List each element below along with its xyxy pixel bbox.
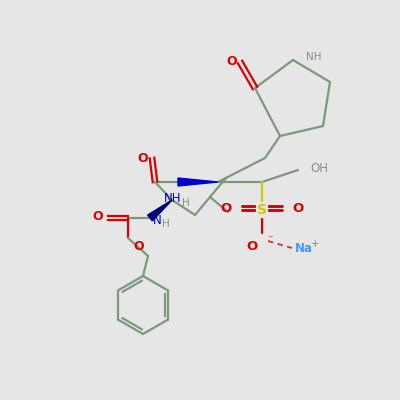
Text: O: O: [221, 202, 232, 214]
Text: O: O: [133, 240, 144, 253]
Text: O: O: [292, 202, 303, 214]
Text: NH: NH: [306, 52, 322, 62]
Text: OH: OH: [310, 162, 328, 174]
Polygon shape: [148, 200, 172, 221]
Polygon shape: [178, 178, 218, 186]
Text: S: S: [257, 203, 267, 217]
Text: O: O: [247, 240, 258, 253]
Text: O: O: [92, 210, 103, 222]
Text: O: O: [226, 55, 237, 68]
Text: H: H: [162, 219, 170, 229]
Text: H: H: [182, 198, 190, 208]
Text: Na: Na: [295, 242, 313, 254]
Text: O: O: [137, 152, 148, 165]
Text: NH: NH: [164, 192, 182, 205]
Text: ⁻: ⁻: [267, 234, 272, 244]
Text: +: +: [311, 239, 320, 249]
Text: N: N: [153, 214, 162, 226]
